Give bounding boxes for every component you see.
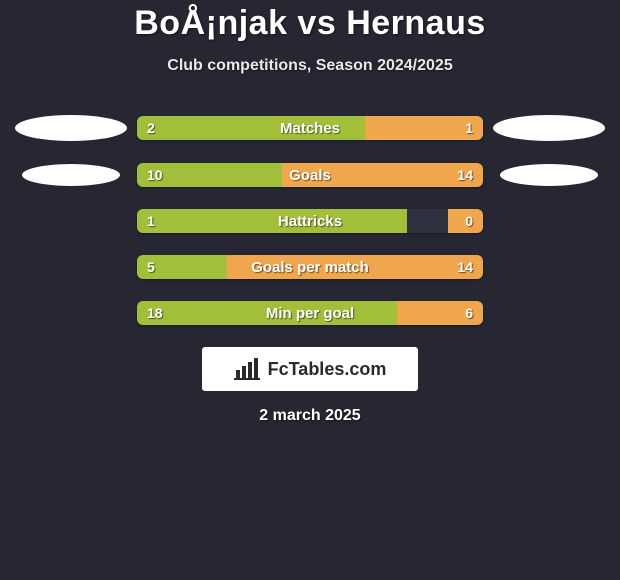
ellipse-left — [22, 164, 120, 186]
bar-right-fill — [397, 301, 484, 325]
ellipse-right — [493, 115, 605, 141]
stat-bar: 186Min per goal — [137, 301, 483, 325]
stat-bar: 1014Goals — [137, 163, 483, 187]
brand-text: FcTables.com — [268, 359, 387, 380]
page-title: BoÅ¡njak vs Hernaus — [0, 0, 620, 43]
bar-right-fill — [448, 209, 483, 233]
ellipse-left — [15, 115, 127, 141]
bar-right-fill — [365, 116, 483, 140]
ellipse-left-slot — [11, 115, 131, 141]
stat-bar: 21Matches — [137, 116, 483, 140]
stat-row: 10Hattricks — [0, 209, 620, 233]
bar-left-fill — [137, 163, 282, 187]
bar-left-fill — [137, 209, 407, 233]
ellipse-right — [500, 164, 598, 186]
bar-right-fill — [282, 163, 483, 187]
bar-left-fill — [137, 301, 397, 325]
stat-row: 186Min per goal — [0, 301, 620, 325]
brand-box: FcTables.com — [202, 347, 418, 391]
stat-row: 514Goals per match — [0, 255, 620, 279]
stats-rows: 21Matches 1014Goals 10Hattricks 514Goals pe… — [0, 115, 620, 325]
ellipse-left-slot — [11, 164, 131, 186]
stat-row: 1014Goals — [0, 163, 620, 187]
bar-left-fill — [137, 255, 227, 279]
ellipse-right-slot — [489, 115, 609, 141]
bar-chart-icon — [234, 358, 260, 380]
subtitle: Club competitions, Season 2024/2025 — [0, 57, 620, 75]
stat-row: 21Matches — [0, 115, 620, 141]
stat-bar: 10Hattricks — [137, 209, 483, 233]
ellipse-right-slot — [489, 164, 609, 186]
bar-left-fill — [137, 116, 365, 140]
date-label: 2 march 2025 — [0, 407, 620, 425]
stat-bar: 514Goals per match — [137, 255, 483, 279]
bar-right-fill — [227, 255, 483, 279]
